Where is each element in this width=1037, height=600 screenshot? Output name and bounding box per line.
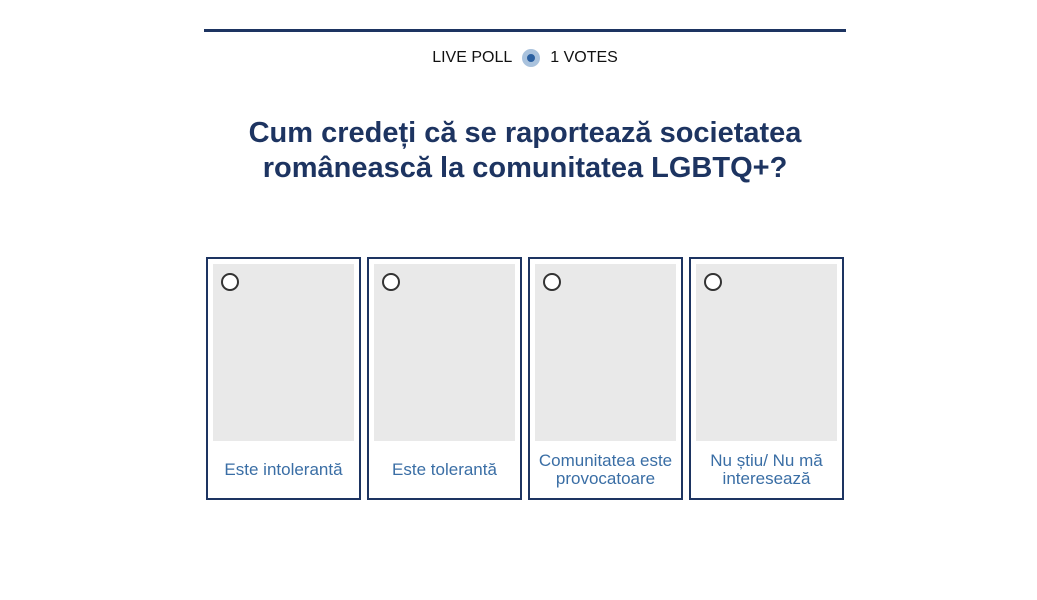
poll-option-4[interactable]: Nu știu/ Nu mă interesează bbox=[689, 257, 844, 500]
poll-option-1[interactable]: Este intolerantă bbox=[206, 257, 361, 500]
radio-icon[interactable] bbox=[543, 273, 561, 291]
option-label: Comunitatea este provocatoare bbox=[538, 450, 673, 488]
option-image bbox=[696, 264, 837, 441]
option-label: Este tolerantă bbox=[392, 459, 497, 479]
live-poll-label: LIVE POLL bbox=[432, 49, 513, 66]
option-label: Nu știu/ Nu mă interesează bbox=[710, 450, 823, 488]
top-divider bbox=[204, 29, 846, 32]
radio-icon[interactable] bbox=[221, 273, 239, 291]
poll-question: Cum credeți că se raportează societatea … bbox=[248, 117, 802, 184]
live-indicator-icon bbox=[522, 49, 541, 67]
radio-icon[interactable] bbox=[704, 273, 722, 291]
vote-count: 1 VOTES bbox=[550, 49, 618, 66]
poll-option-3[interactable]: Comunitatea este provocatoare bbox=[528, 257, 683, 500]
option-image bbox=[374, 264, 515, 441]
poll-status: LIVE POLL 1 VOTES bbox=[204, 49, 846, 67]
poll-option-2[interactable]: Este tolerantă bbox=[367, 257, 522, 500]
radio-icon[interactable] bbox=[382, 273, 400, 291]
option-image bbox=[535, 264, 676, 441]
option-image bbox=[213, 264, 354, 441]
option-label: Este intolerantă bbox=[224, 459, 343, 479]
